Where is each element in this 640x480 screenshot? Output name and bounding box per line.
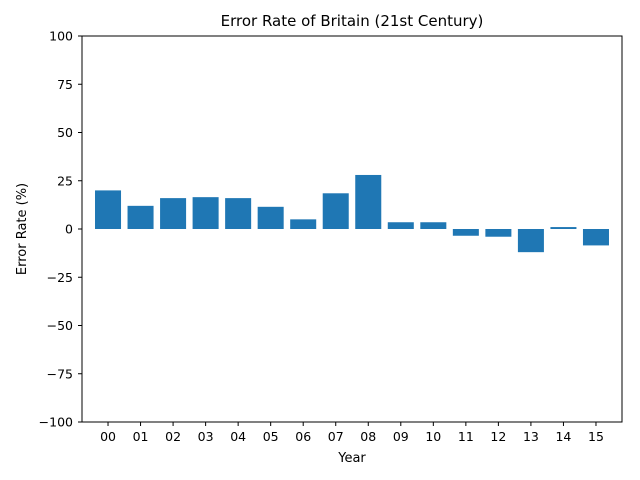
x-tick-label-09: 09 <box>393 429 409 444</box>
bar-13 <box>517 229 544 253</box>
bar-06 <box>290 219 317 229</box>
x-tick-label-12: 12 <box>490 429 506 444</box>
bar-12 <box>485 229 512 237</box>
plot-frame <box>81 35 623 423</box>
x-tick-label-14: 14 <box>555 429 571 444</box>
chart-title: Error Rate of Britain (21st Century) <box>221 12 484 30</box>
y-tick-label-5: −25 <box>47 270 73 285</box>
bar-07 <box>322 193 349 229</box>
bar-11 <box>452 229 479 236</box>
bar-14 <box>550 227 577 229</box>
y-tick-label-1: 75 <box>57 77 73 92</box>
y-tick-label-8: −100 <box>39 415 73 430</box>
bar-02 <box>160 198 187 229</box>
y-tick-label-6: −50 <box>47 318 73 333</box>
bars-layer <box>95 174 609 253</box>
x-tick-label-06: 06 <box>295 429 311 444</box>
x-tick-label-15: 15 <box>588 429 604 444</box>
y-tick-label-7: −75 <box>47 366 73 381</box>
y-tick-label-0: 100 <box>49 29 73 44</box>
x-tick-label-04: 04 <box>230 429 246 444</box>
bar-05 <box>257 206 284 229</box>
x-tick-label-03: 03 <box>198 429 214 444</box>
x-tick-label-10: 10 <box>425 429 441 444</box>
x-tick-label-08: 08 <box>360 429 376 444</box>
bar-10 <box>420 222 447 229</box>
x-tick-label-07: 07 <box>328 429 344 444</box>
x-tick-label-05: 05 <box>263 429 279 444</box>
x-tick-label-00: 00 <box>100 429 116 444</box>
x-tick-label-01: 01 <box>133 429 149 444</box>
y-tick-label-4: 0 <box>65 222 73 237</box>
x-tick-label-13: 13 <box>523 429 539 444</box>
bar-01 <box>127 205 154 229</box>
y-tick-label-3: 25 <box>57 173 73 188</box>
ticks-layer: 00 01 02 03 04 05 06 07 08 09 10 11 12 13 14 15 100 75 50 2… <box>39 29 604 445</box>
y-axis-label: Error Rate (%) <box>15 183 30 275</box>
bar-03 <box>192 197 219 229</box>
y-tick-label-2: 50 <box>57 125 73 140</box>
x-tick-label-11: 11 <box>458 429 474 444</box>
bar-08 <box>355 174 382 229</box>
x-axis-label: Year <box>337 451 366 466</box>
bar-15 <box>582 229 609 246</box>
bar-09 <box>387 222 414 229</box>
x-tick-label-02: 02 <box>165 429 181 444</box>
bar-00 <box>95 190 122 229</box>
bar-04 <box>225 198 252 229</box>
